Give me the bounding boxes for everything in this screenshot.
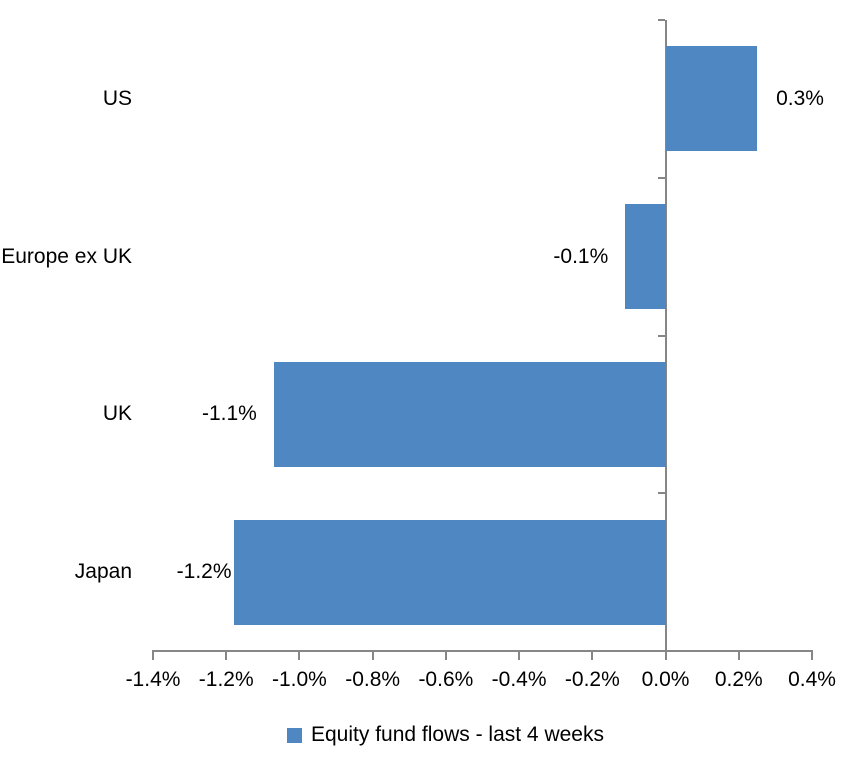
bar bbox=[625, 204, 666, 310]
bar-data-label: -1.1% bbox=[201, 402, 257, 426]
category-label: US bbox=[102, 86, 132, 110]
x-tick-label: -1.0% bbox=[272, 668, 327, 691]
x-tick-label: 0.4% bbox=[788, 668, 836, 691]
axis-row-tick bbox=[657, 19, 665, 21]
bar bbox=[233, 519, 666, 625]
bar-data-label: -0.1% bbox=[553, 244, 609, 268]
x-tick bbox=[737, 652, 740, 660]
axis-row-tick bbox=[657, 492, 665, 495]
axis-row-tick bbox=[657, 176, 665, 179]
x-tick bbox=[518, 652, 521, 660]
x-tick bbox=[225, 652, 228, 660]
x-tick bbox=[811, 652, 813, 660]
category-label: Japan bbox=[74, 560, 132, 584]
x-tick bbox=[664, 652, 667, 660]
bar bbox=[665, 46, 758, 152]
bar bbox=[273, 361, 666, 467]
zero-axis-line bbox=[664, 20, 667, 652]
x-tick bbox=[298, 652, 301, 660]
x-tick bbox=[371, 652, 374, 660]
x-tick-label: 0.2% bbox=[714, 668, 763, 691]
axis-row-tick bbox=[657, 334, 665, 337]
x-tick-label: -0.2% bbox=[564, 668, 620, 691]
x-tick bbox=[152, 652, 154, 660]
legend: Equity fund flows - last 4 weeks bbox=[287, 722, 604, 748]
legend-label: Equity fund flows - last 4 weeks bbox=[311, 723, 604, 746]
x-tick-label: -0.4% bbox=[491, 668, 547, 691]
bar-data-label: 0.3% bbox=[776, 86, 824, 110]
x-tick bbox=[444, 652, 447, 660]
bar-data-label: -1.2% bbox=[176, 560, 232, 584]
category-label: UK bbox=[102, 402, 132, 426]
x-tick-label: -1.4% bbox=[125, 668, 181, 691]
x-tick bbox=[591, 652, 594, 660]
x-tick-label: -1.2% bbox=[198, 668, 254, 691]
x-tick-label: 0.0% bbox=[641, 668, 690, 691]
x-tick-label: -0.8% bbox=[345, 668, 401, 691]
x-tick-label: -0.6% bbox=[418, 668, 474, 691]
x-axis-line bbox=[152, 650, 813, 652]
category-label: Europe ex UK bbox=[1, 244, 132, 268]
legend-marker-icon bbox=[287, 727, 302, 743]
